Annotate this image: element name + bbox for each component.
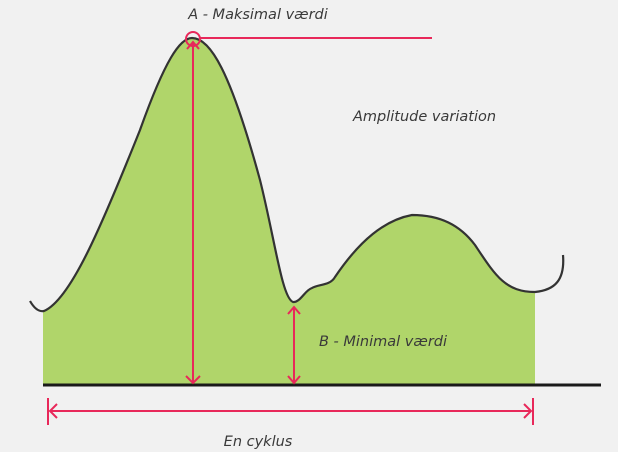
min-amplitude-arrow	[287, 305, 301, 385]
waveform-fill-area	[43, 38, 535, 384]
min-value-label: B - Minimal værdi	[319, 334, 447, 350]
max-amplitude-arrow	[185, 40, 201, 385]
amplitude-variation-label: Amplitude variation	[352, 109, 496, 125]
cycle-span-arrow	[47, 398, 534, 425]
cycle-label: En cyklus	[224, 434, 293, 450]
waveform-curve	[29, 36, 565, 313]
max-value-label: A - Maksimal værdi	[187, 7, 328, 23]
